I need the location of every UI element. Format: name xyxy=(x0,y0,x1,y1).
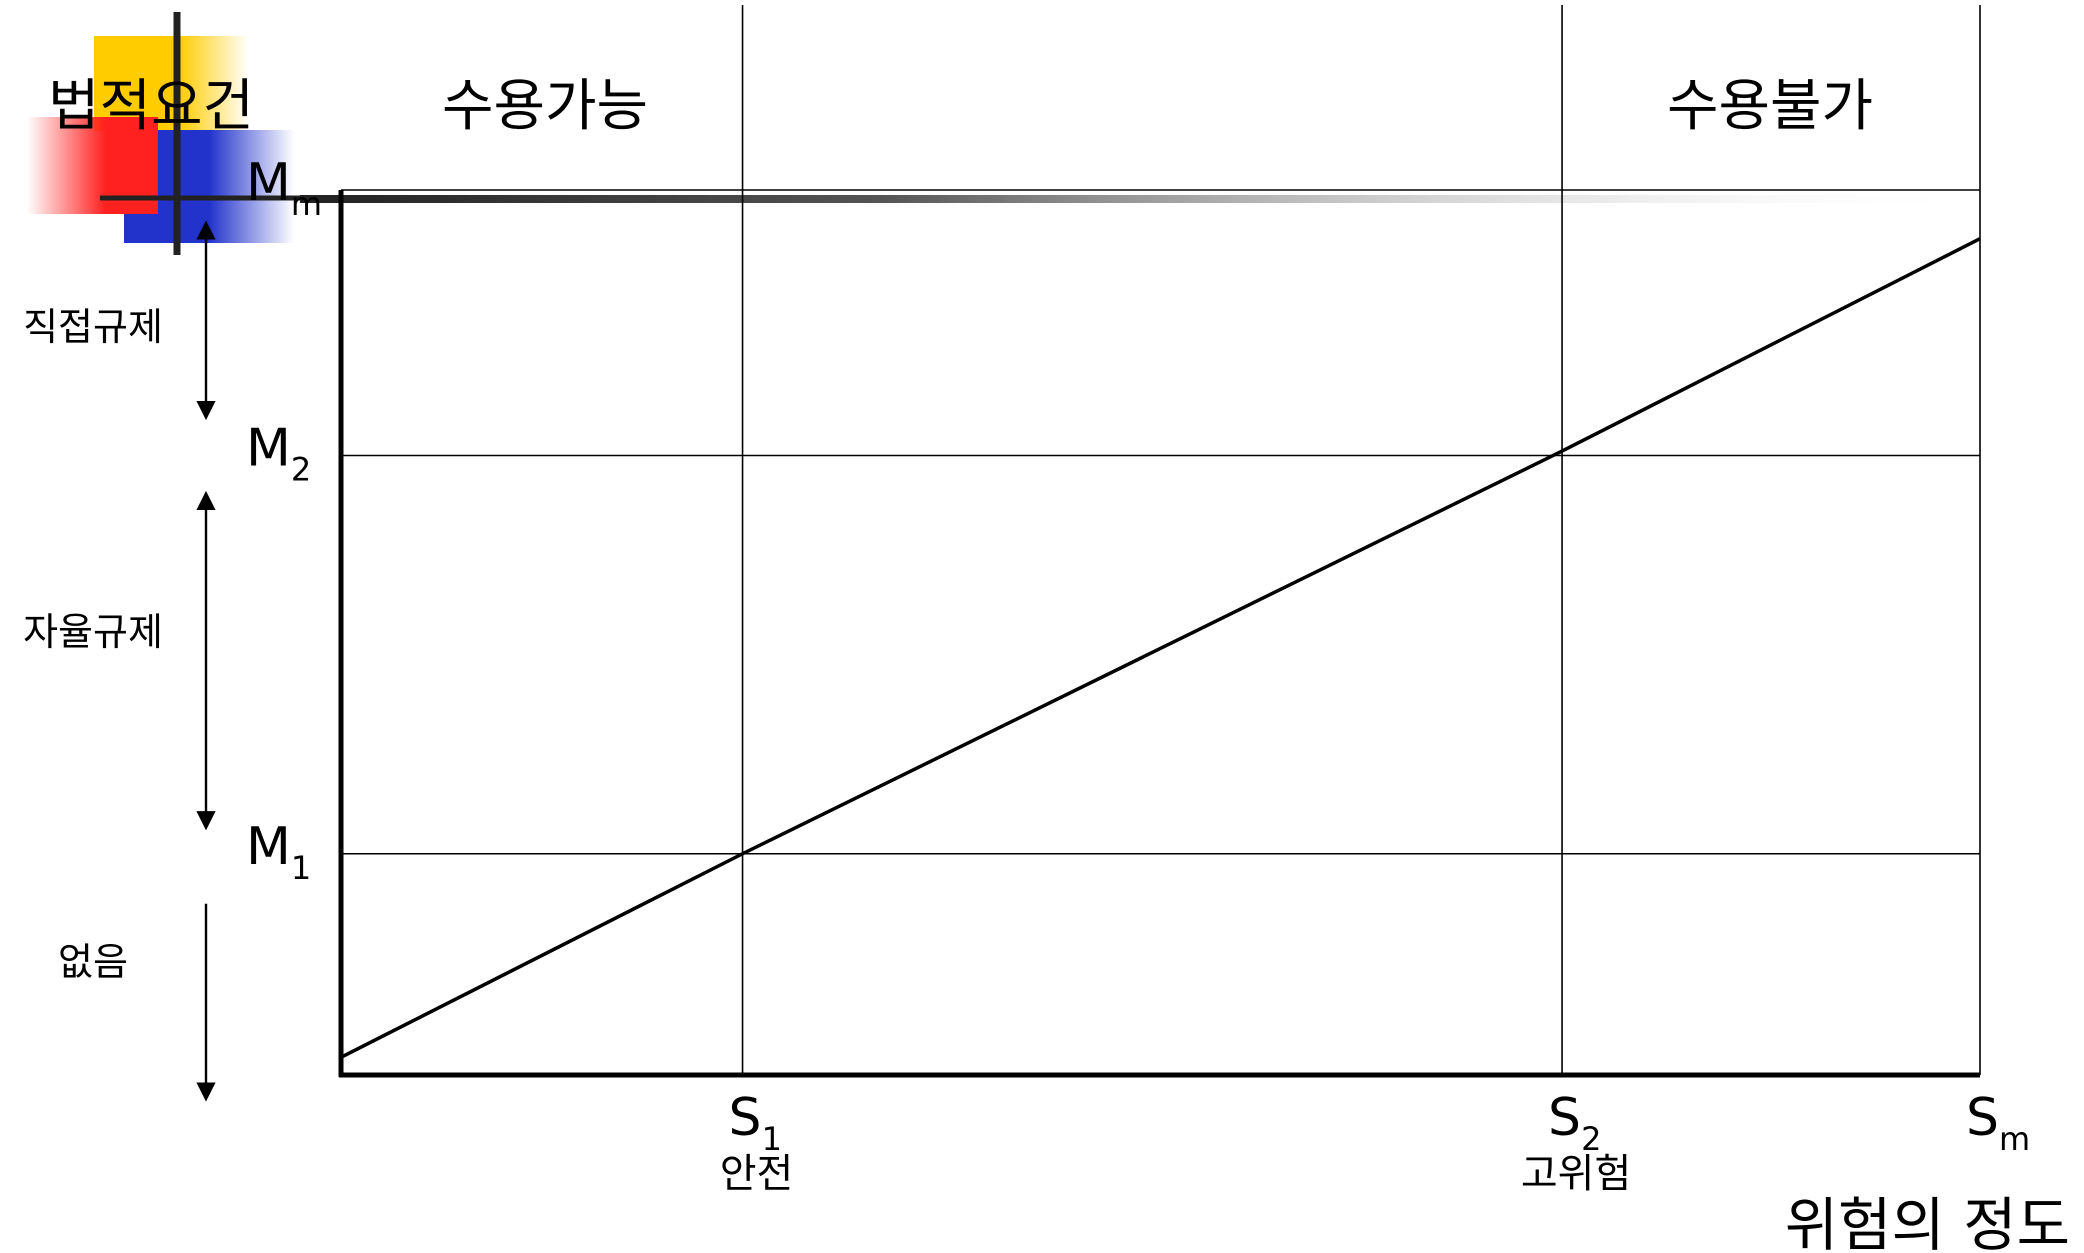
grid xyxy=(341,5,1981,1075)
x-tick-label-3: Sm xyxy=(1966,1088,2030,1158)
y-tick-label-1-sub: m xyxy=(291,185,322,223)
y-tick-label-2: M2 xyxy=(246,419,311,489)
chart-title: 법적요건 xyxy=(48,74,254,139)
x-tick-desc-2: 고위험 xyxy=(1521,1151,1631,1197)
y-tick-label-3-sub: 1 xyxy=(291,849,311,887)
x-tick-label-2-sub: 2 xyxy=(1581,1120,1601,1158)
deco-topbar-gradient xyxy=(300,195,1980,203)
decoration-logo xyxy=(27,12,1980,255)
x-tick-label-2: S2 xyxy=(1548,1088,1601,1158)
x-tick-label-3-base: S xyxy=(1966,1088,1999,1148)
zone-label-1: 수용가능 xyxy=(442,74,648,139)
x-tick-label-2-base: S xyxy=(1548,1088,1581,1148)
x-tick-label-3-sub: m xyxy=(1999,1120,2030,1158)
y-tick-label-1: Mm xyxy=(246,153,322,223)
x-axis-title: 위험의 정도 xyxy=(1785,1191,2070,1253)
x-tick-label-1-sub: 1 xyxy=(762,1120,782,1158)
y-tick-label-1-base: M xyxy=(246,153,291,213)
deco-yellow-square xyxy=(94,36,249,131)
y-tick-label-2-base: M xyxy=(246,419,291,479)
series-line-1 xyxy=(340,237,1981,1059)
x-tick-desc-1: 안전 xyxy=(720,1151,794,1197)
band-label-2: 자율규제 xyxy=(23,610,163,654)
series xyxy=(340,237,1981,1059)
x-tick-label-1-base: S xyxy=(729,1088,762,1148)
y-tick-label-3-base: M xyxy=(246,817,291,877)
band-label-3: 없음 xyxy=(58,940,128,984)
zone-label-2: 수용불가 xyxy=(1667,74,1873,139)
y-tick-label-2-sub: 2 xyxy=(291,451,311,489)
y-tick-label-3: M1 xyxy=(246,817,311,887)
band-label-1: 직접규제 xyxy=(23,305,163,349)
axes xyxy=(338,190,1980,1078)
x-tick-label-1: S1 xyxy=(729,1088,782,1158)
